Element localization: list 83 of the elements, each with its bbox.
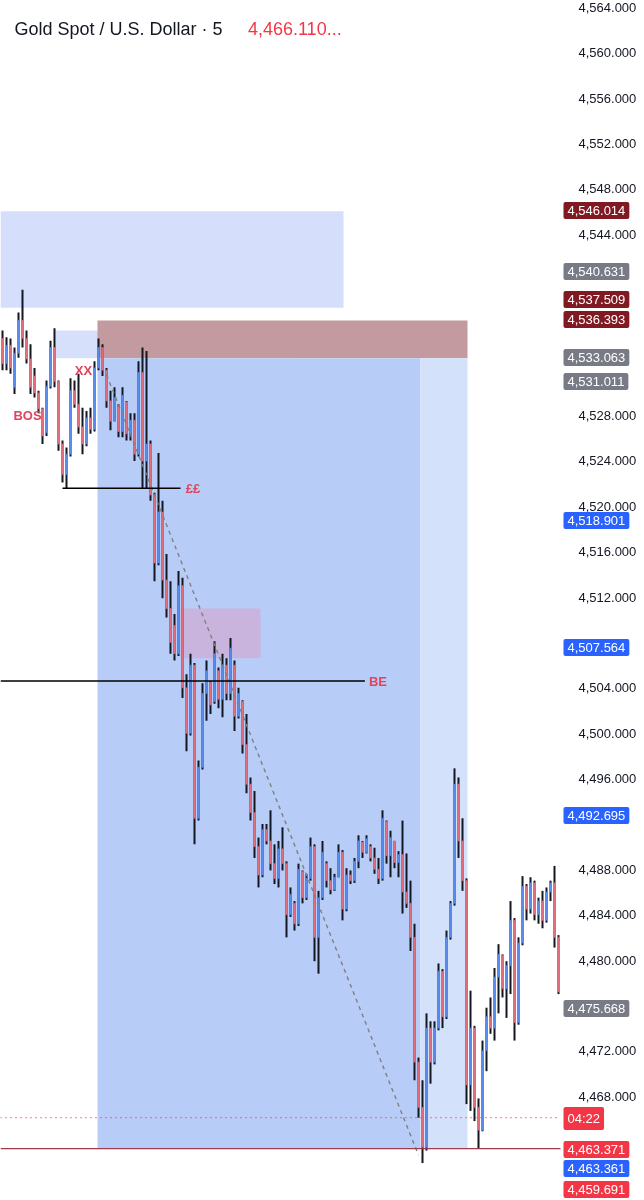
candlestick <box>9 337 12 375</box>
candlestick <box>289 886 292 918</box>
text: 4,536.393 <box>567 312 626 327</box>
y-tick-label: 4,544.000 <box>578 226 637 242</box>
text: 4,540.631 <box>567 264 626 279</box>
y-tick-label: 4,512.000 <box>578 589 637 605</box>
candlestick <box>469 989 472 1112</box>
text: 4,537.509 <box>567 292 626 307</box>
y-tick-label: 4,484.000 <box>578 907 637 923</box>
candlestick <box>89 406 92 435</box>
text: 4,459.691 <box>567 1182 626 1197</box>
candlestick <box>177 570 180 658</box>
text: 4,463.361 <box>567 1161 626 1176</box>
candlestick <box>401 819 404 915</box>
candlestick <box>221 652 224 719</box>
candlestick <box>229 636 232 702</box>
candlestick <box>157 452 160 567</box>
text: 4,531.011 <box>567 374 625 389</box>
text: 4,518.901 <box>567 513 626 528</box>
candlestick <box>5 336 8 372</box>
y-tick-label: 4,552.000 <box>578 135 637 151</box>
candlestick <box>137 360 140 458</box>
text: 4,466.110... <box>247 19 342 39</box>
candlestick <box>225 657 228 702</box>
candlestick <box>345 867 348 913</box>
y-tick-label: 4,468.000 <box>578 1088 637 1104</box>
candlestick <box>349 869 352 886</box>
text: 4,475.668 <box>567 1001 626 1016</box>
candlestick <box>129 412 132 442</box>
y-tick-label: 4,504.000 <box>578 680 637 696</box>
candlestick <box>381 809 384 882</box>
candlestick <box>537 896 540 925</box>
text: 4,492.695 <box>567 808 626 823</box>
candlestick <box>525 883 528 922</box>
y-tick-label: 4,556.000 <box>578 90 637 106</box>
candlestick <box>389 829 392 879</box>
y-tick-label: 4,548.000 <box>578 181 637 197</box>
text: Gold Spot / U.S. Dollar · 5 <box>14 18 223 39</box>
text: 4,463.371 <box>567 1142 626 1157</box>
ref-line-label: BE <box>368 673 388 689</box>
candlestick <box>533 879 536 922</box>
y-tick-label: 4,472.000 <box>578 1043 637 1059</box>
candlestick <box>541 889 544 930</box>
candlestick <box>217 666 220 710</box>
candlestick <box>397 850 400 879</box>
candlestick <box>361 839 364 859</box>
candlestick <box>489 996 492 1035</box>
candlestick <box>341 849 344 922</box>
text: 4,546.014 <box>567 203 626 218</box>
y-tick-label: 4,560.000 <box>578 45 637 61</box>
candlestick <box>297 862 300 928</box>
candlestick <box>121 386 124 439</box>
candlestick <box>133 412 136 462</box>
annotation: BOS <box>13 408 42 423</box>
candlestick <box>545 886 548 924</box>
candlestick <box>213 640 216 705</box>
annotation: XX <box>74 363 93 378</box>
candlestick <box>237 686 240 720</box>
candlestick <box>365 834 368 855</box>
y-tick-label: 4,564.000 <box>578 0 637 15</box>
y-tick-label: 4,524.000 <box>578 453 637 469</box>
candlestick <box>385 819 388 865</box>
text: 04:22 <box>567 1111 601 1126</box>
candlestick <box>1 329 4 372</box>
candlestick <box>145 349 148 490</box>
candlestick <box>301 869 304 905</box>
candlestick <box>141 346 144 490</box>
y-tick-label: 4,520.000 <box>578 498 637 514</box>
candlestick <box>325 860 328 889</box>
text: 4,533.063 <box>567 350 626 365</box>
y-tick-label: 4,488.000 <box>578 861 637 877</box>
text: 4,507.564 <box>567 640 626 655</box>
y-tick-label: 4,528.000 <box>578 408 637 424</box>
candlestick <box>117 403 120 439</box>
y-tick-label: 4,500.000 <box>578 725 637 741</box>
candlestick <box>373 846 376 875</box>
candlestick <box>429 1020 432 1085</box>
candlestick <box>441 968 444 1030</box>
y-tick-label: 4,496.000 <box>578 771 637 787</box>
ref-line-label: ££ <box>185 480 201 496</box>
y-tick-label: 4,516.000 <box>578 544 637 560</box>
y-tick-label: 4,480.000 <box>578 952 637 968</box>
candlestick <box>277 839 280 889</box>
